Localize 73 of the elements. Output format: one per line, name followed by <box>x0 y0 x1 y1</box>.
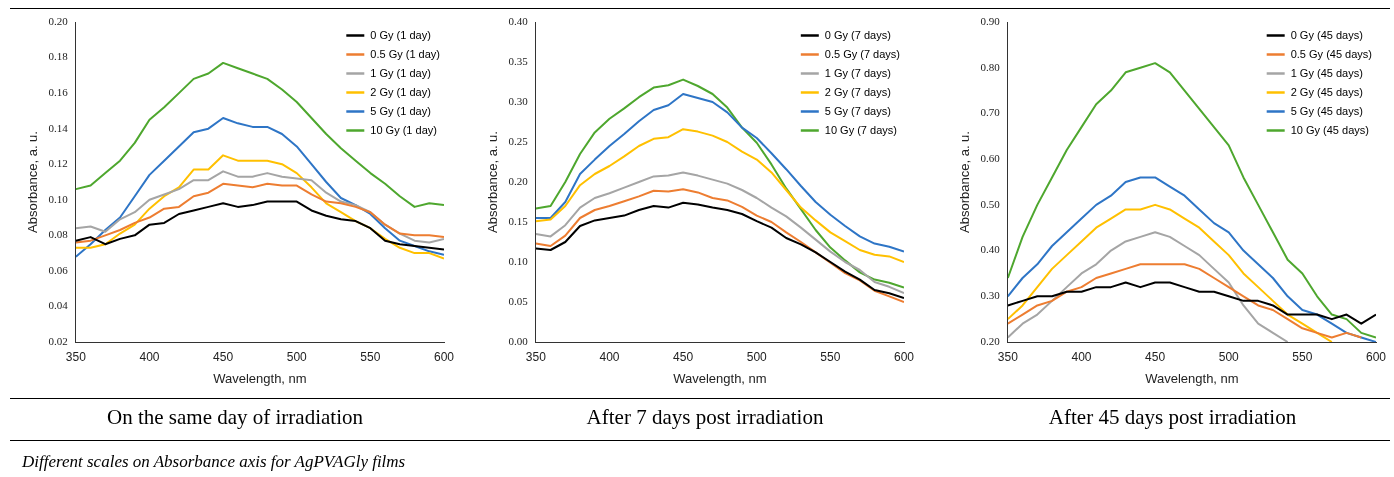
y-tick-label: 0.04 <box>48 299 69 312</box>
x-tick-label: 400 <box>1071 349 1092 364</box>
x-tick-label: 550 <box>1292 349 1313 364</box>
y-tick-label: 0.06 <box>48 263 69 276</box>
x-axis-title: Wavelength, nm <box>213 370 307 386</box>
y-tick-label: 0.40 <box>508 14 529 27</box>
legend-label: 1 Gy (7 days) <box>824 66 891 79</box>
y-tick-label: 0.50 <box>980 197 1001 210</box>
legend-label: 5 Gy (45 days) <box>1290 104 1363 117</box>
x-tick-label: 500 <box>286 349 308 364</box>
x-tick-label: 450 <box>673 349 694 364</box>
y-tick-label: 0.14 <box>48 121 69 134</box>
y-tick-label: 0.08 <box>48 228 69 241</box>
y-tick-label: 0.70 <box>980 106 1001 119</box>
text: On the same day of irradiation <box>106 405 364 430</box>
y-tick-label: 0.05 <box>508 294 529 307</box>
y-tick-label: 0.80 <box>980 60 1001 73</box>
x-axis-title: Wavelength, nm <box>673 370 767 386</box>
x-tick-label: 600 <box>1365 349 1387 364</box>
y-axis-title: Absorbance, a. u. <box>957 131 973 233</box>
text: After 45 days post irradiation <box>1047 405 1298 430</box>
y-tick-label: 0.35 <box>508 54 529 67</box>
y-axis-title: Absorbance, a. u. <box>485 131 501 233</box>
legend-label: 0 Gy (7 days) <box>824 28 891 41</box>
x-tick-label: 400 <box>599 349 620 364</box>
x-tick-label: 350 <box>65 349 87 364</box>
legend-label: 5 Gy (7 days) <box>824 104 891 117</box>
x-tick-label: 500 <box>1218 349 1240 364</box>
x-tick-label: 350 <box>997 349 1019 364</box>
x-tick-label: 600 <box>433 349 455 364</box>
y-tick-label: 0.30 <box>980 289 1001 302</box>
y-tick-label: 0.10 <box>48 192 69 205</box>
y-tick-label: 0.20 <box>508 174 529 187</box>
y-tick-label: 0.25 <box>508 134 529 147</box>
y-tick-label: 0.18 <box>48 50 69 63</box>
legend-label: 5 Gy (1 day) <box>370 104 431 117</box>
legend-label: 1 Gy (45 days) <box>1290 66 1363 79</box>
y-tick-label: 0.20 <box>980 334 1001 347</box>
y-tick-label: 0.10 <box>508 254 529 267</box>
x-tick-label: 400 <box>139 349 160 364</box>
text: Different scales on Absorbance axis for AgPVAGly films <box>22 452 406 472</box>
legend-label: 10 Gy (7 days) <box>824 123 897 136</box>
legend-label: 10 Gy (45 days) <box>1290 123 1369 136</box>
y-tick-label: 0.00 <box>508 334 529 347</box>
y-tick-label: 0.16 <box>48 86 69 98</box>
x-tick-label: 500 <box>746 349 768 364</box>
y-tick-label: 0.30 <box>508 94 529 107</box>
y-tick-label: 0.90 <box>980 14 1001 27</box>
legend-label: 0.5 Gy (7 days) <box>824 47 901 60</box>
y-tick-label: 0.60 <box>980 152 1001 165</box>
legend-label: 1 Gy (1 day) <box>370 66 431 79</box>
x-tick-label: 350 <box>525 349 547 364</box>
y-axis-title: Absorbance, a. u. <box>25 131 41 233</box>
legend-label: 2 Gy (1 day) <box>370 85 431 98</box>
y-tick-label: 0.20 <box>48 14 69 27</box>
y-tick-label: 0.40 <box>980 243 1001 256</box>
x-axis-title: Wavelength, nm <box>1145 370 1239 386</box>
legend-label: 10 Gy (1 day) <box>370 123 437 136</box>
x-tick-label: 450 <box>213 349 234 364</box>
x-tick-label: 600 <box>893 349 915 364</box>
legend-label: 0 Gy (45 days) <box>1290 28 1363 41</box>
x-tick-label: 550 <box>820 349 841 364</box>
y-tick-label: 0.02 <box>48 334 68 347</box>
legend-label: 0.5 Gy (45 days) <box>1290 47 1373 60</box>
legend-label: 2 Gy (7 days) <box>824 85 891 98</box>
legend-label: 0.5 Gy (1 day) <box>370 47 441 60</box>
legend-label: 0 Gy (1 day) <box>370 28 431 41</box>
text: After 7 days post irradiation <box>585 405 825 430</box>
x-tick-label: 450 <box>1145 349 1166 364</box>
y-tick-label: 0.12 <box>48 157 68 170</box>
y-tick-label: 0.15 <box>508 214 529 227</box>
legend-label: 2 Gy (45 days) <box>1290 85 1363 98</box>
x-tick-label: 550 <box>360 349 381 364</box>
